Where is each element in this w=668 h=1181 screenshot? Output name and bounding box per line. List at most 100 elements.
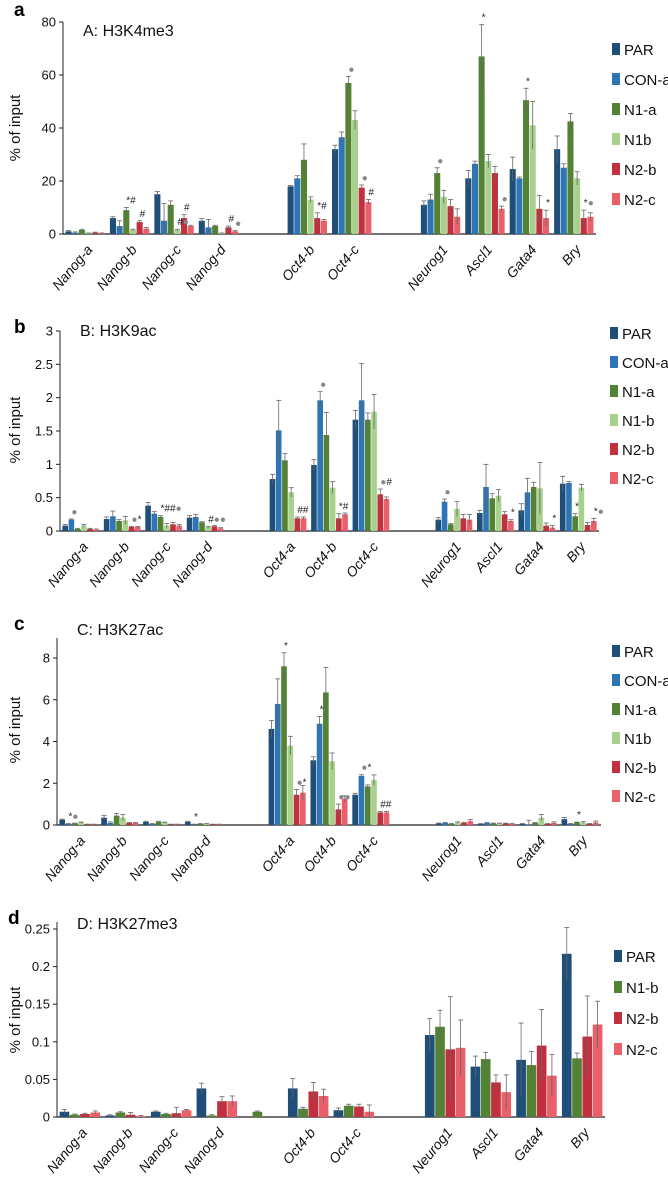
significance-marker: # (140, 209, 146, 220)
legend-label: CON-a (624, 673, 668, 690)
bar-PAR-Oct4-b (310, 760, 317, 825)
y-tick-label: 2 (43, 776, 50, 791)
significance-marker: #● (177, 217, 189, 228)
legend-label: CON-a (622, 355, 668, 372)
bar-N2-b-Neurog1 (460, 518, 467, 531)
legend-label: N2-c (622, 471, 654, 488)
x-tick-label: Nanog-a (49, 241, 96, 293)
bar-CON-a-Ascl1 (471, 163, 478, 234)
y-tick-label: 0 (49, 227, 56, 242)
bar-N2-b-Gata4 (544, 823, 551, 825)
legend-swatch-CON-a (612, 73, 620, 85)
bar-N1-b-Bry (578, 487, 585, 531)
bar-N2-c-Nanog-a (90, 1112, 101, 1117)
x-tick-label: Bry (563, 538, 589, 565)
bar-N1b-Oct4-a (287, 745, 294, 825)
legend-label: N2-c (624, 192, 656, 209)
bar-N2-b-Oct4-c (358, 187, 365, 234)
bar-N2-c-Nanog-d (217, 528, 224, 531)
bar-N1-a-Nanog-a (71, 823, 78, 825)
bar-PAR-Gata4 (519, 823, 526, 825)
bar-CON-a-Oct4-b (317, 400, 323, 531)
bar-N2-c-Oct4-b (320, 220, 327, 234)
significance-marker: ● (71, 507, 77, 518)
significance-marker: ● (362, 173, 368, 184)
bar-N1-a-Ascl1 (490, 823, 497, 825)
bar-N2-c-Nanog-b (134, 527, 141, 531)
bar-N1-a-Bry (574, 822, 580, 825)
bar-PAR-Ascl1 (476, 513, 483, 531)
bar-N1-a-Nanog-b (123, 210, 130, 234)
legend-swatch-CON-a (612, 674, 620, 686)
bar-N1-a-Ascl1 (489, 498, 496, 531)
x-tick-label: Nanog-c (138, 242, 184, 293)
bar-N2-c-Oct4-b (341, 798, 348, 825)
y-tick-label: 0.1 (32, 1034, 50, 1049)
bar-N2-c-Nanog-b (143, 228, 150, 234)
significance-marker: * (546, 198, 550, 209)
legend-swatch-N2-b (612, 163, 620, 175)
significance-marker: # (228, 214, 234, 225)
y-tick-label: 0.2 (32, 959, 50, 974)
bar-CON-a-Nanog-a (68, 519, 75, 531)
y-axis-label: % of input (7, 986, 24, 1054)
bar-N1-b-Oct4-c (343, 1105, 354, 1117)
bar-PAR-Nanog-d (196, 1088, 207, 1117)
bar-PAR-Gata4 (518, 510, 525, 531)
bar-N2-c-Oct4-c (383, 812, 390, 825)
bar-N2-b-Nanog-a (84, 824, 91, 825)
y-tick-label: 2.5 (35, 357, 53, 372)
bar-N2-b-Nanog-b (128, 527, 135, 531)
legend-label: N2-c (624, 789, 656, 806)
legend-label: N1-a (624, 702, 657, 719)
legend-label: N1-a (622, 384, 655, 401)
bar-N2-c-Nanog-c (181, 1110, 192, 1117)
legend-label: N2-b (626, 1011, 659, 1028)
bar-PAR-Nanog-a (65, 231, 72, 234)
x-tick-label: Nanog-b (89, 1124, 136, 1176)
significance-marker: * (577, 810, 581, 821)
panel-title: D: H3K27me3 (77, 916, 178, 933)
bar-PAR-Oct4-b (287, 186, 294, 234)
x-tick-label: Nanog-b (86, 538, 133, 590)
bar-N2-c-Oct4-a (300, 518, 307, 531)
y-axis-label: % of input (7, 396, 24, 464)
x-tick-label: Nanog-d (167, 832, 215, 884)
bar-N2-c-Oct4-b (318, 1095, 329, 1117)
bar-N1-b-Neurog1 (454, 509, 460, 531)
bar-N2-b-Oct4-c (354, 1106, 364, 1117)
significance-marker: * (575, 502, 579, 513)
bar-N1-a-Nanog-b (113, 815, 120, 825)
significance-marker: * (511, 508, 515, 519)
bar-N2-c-Nanog-c (187, 226, 194, 234)
bar-N2-b-Nanog-c (170, 524, 176, 531)
bar-PAR-Neurog1 (436, 823, 442, 825)
bar-N2-c-Oct4-c (383, 499, 390, 531)
bar-N1-b-Ascl1 (495, 495, 502, 531)
bar-N1b-Neurog1 (440, 196, 447, 234)
bar-N2-c-Nanog-a (98, 233, 105, 234)
bar-N1-a-Neurog1 (434, 173, 441, 234)
significance-marker: # (184, 203, 190, 214)
bar-PAR-Bry (559, 483, 566, 531)
bar-N1-b-Nanog-b (115, 1112, 126, 1117)
significance-marker: ● (320, 380, 326, 391)
x-tick-label: Nanog-c (135, 1125, 181, 1176)
significance-marker: ●* (297, 778, 307, 789)
x-tick-label: Gata4 (512, 832, 549, 872)
bar-PAR-Oct4-a (268, 728, 275, 825)
bar-N2-c-Ascl1 (509, 823, 515, 825)
bar-N2-c-Nanog-d (216, 824, 222, 825)
significance-marker: *##● (161, 504, 182, 515)
bar-PAR-Nanog-d (198, 220, 205, 234)
bar-N2-c-Nanog-d (227, 1101, 238, 1117)
x-tick-label: Nanog-a (41, 832, 88, 884)
bar-N1-a-Nanog-d (212, 226, 219, 234)
x-tick-label: Nanog-b (83, 832, 130, 884)
bar-PAR-Oct4-b (287, 1088, 298, 1117)
x-tick-label: Nanog-d (180, 1124, 228, 1176)
significance-marker: ● (437, 156, 443, 167)
significance-marker: * (194, 812, 198, 823)
x-tick-label: Gata4 (503, 241, 540, 281)
